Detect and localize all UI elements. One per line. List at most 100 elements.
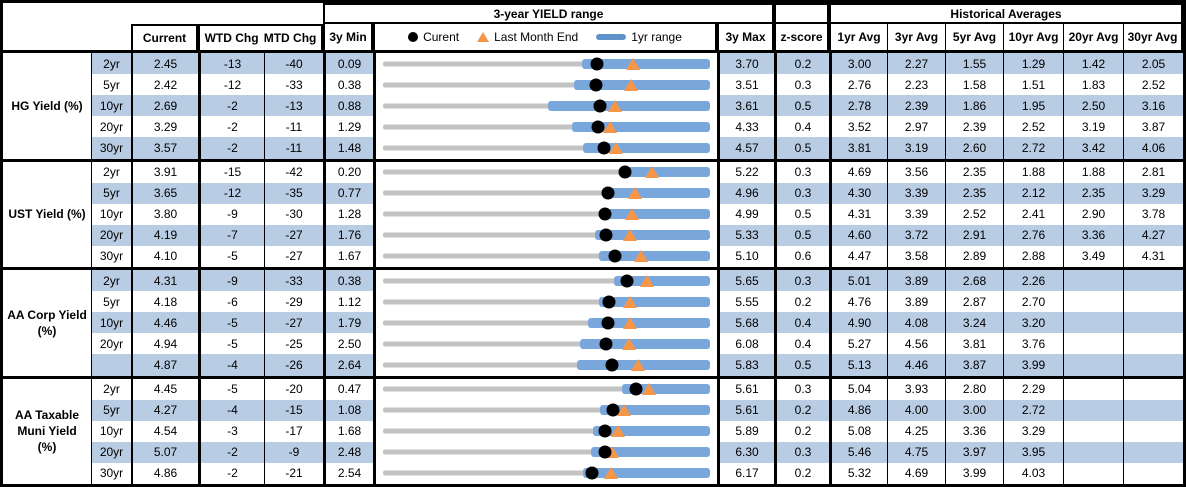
- col-header-3y-max: 3y Max: [717, 24, 774, 50]
- current-value: 3.57: [131, 137, 198, 159]
- 3y-range-line: [382, 124, 711, 130]
- avg-value-10yr: 3.20: [1003, 312, 1063, 334]
- 3y-min-value: 0.09: [323, 53, 373, 75]
- last-month-end-triangle: [623, 229, 638, 242]
- wtd-chg-value: -4: [198, 399, 264, 421]
- legend-last-month-end: Last Month End: [477, 30, 578, 44]
- data-blocks: HG Yield (%) 2yr 2.45 -13 -40 0.09 3.70 0.2 3.00…: [3, 53, 1183, 484]
- dashboard-header: 3-year YIELD range Historical Averages C…: [3, 3, 1183, 53]
- range-chart-cell: [373, 95, 717, 117]
- zscore-value: 0.3: [774, 378, 829, 400]
- 1yr-range-bar: [572, 121, 711, 132]
- range-chart-cell: [373, 291, 717, 313]
- current-value: 4.87: [131, 354, 198, 376]
- 3y-min-value: 1.08: [323, 399, 373, 421]
- mtd-chg-value: -11: [264, 137, 323, 159]
- avg-value-1yr: 5.08: [829, 420, 887, 442]
- avg-value-30yr: [1123, 420, 1183, 442]
- avg-value-1yr: 5.46: [829, 441, 887, 463]
- 3y-max-value: 4.96: [717, 182, 774, 204]
- avg-value-5yr: 3.24: [945, 312, 1003, 334]
- avg-value-10yr: 2.26: [1003, 270, 1063, 292]
- avg-value-1yr: 5.13: [829, 354, 887, 376]
- 3y-range-line: [382, 103, 711, 109]
- wtd-chg-value: -2: [198, 116, 264, 138]
- mtd-chg-value: -11: [264, 116, 323, 138]
- tenor-label: 5yr: [91, 399, 131, 421]
- zscore-value: 0.5: [774, 95, 829, 117]
- range-chart: [376, 224, 717, 246]
- 3y-range-line: [382, 470, 711, 476]
- tenor-label: 20yr: [91, 441, 131, 463]
- 3y-max-value: 3.70: [717, 53, 774, 75]
- avg-value-3yr: 3.19: [887, 137, 945, 159]
- 3y-min-value: 2.50: [323, 333, 373, 355]
- 3y-max-value: 5.22: [717, 161, 774, 183]
- 3y-min-value: 0.88: [323, 95, 373, 117]
- range-chart-cell: [373, 354, 717, 376]
- avg-value-5yr: 2.35: [945, 182, 1003, 204]
- current-value: 4.18: [131, 291, 198, 313]
- current-dot: [597, 141, 611, 155]
- range-chart: [376, 399, 717, 421]
- range-chart: [376, 203, 717, 225]
- wtd-chg-value: -13: [198, 53, 264, 75]
- historical-averages-title: Historical Averages: [829, 3, 1183, 24]
- last-month-end-triangle: [608, 99, 623, 112]
- tenor-label: 5yr: [91, 291, 131, 313]
- range-chart: [376, 161, 717, 183]
- avg-value-1yr: 5.32: [829, 462, 887, 484]
- zscore-value: 0.5: [774, 203, 829, 225]
- wtd-chg-value: -9: [198, 203, 264, 225]
- range-chart-cell: [373, 378, 717, 400]
- avg-value-10yr: 2.12: [1003, 182, 1063, 204]
- 3y-max-value: 5.65: [717, 270, 774, 292]
- 1yr-range-bar: [598, 251, 711, 262]
- range-chart-cell: [373, 203, 717, 225]
- 1yr-range-bar: [624, 167, 711, 178]
- 3y-range-line: [382, 82, 711, 88]
- range-chart: [376, 378, 717, 400]
- avg-value-30yr: 3.16: [1123, 95, 1183, 117]
- avg-value-30yr: 4.31: [1123, 245, 1183, 267]
- 1yr-range-bar: [548, 100, 711, 111]
- zscore-value: 0.3: [774, 182, 829, 204]
- current-value: 5.07: [131, 441, 198, 463]
- 1yr-range-bar: [599, 405, 711, 416]
- current-dot: [598, 445, 612, 459]
- range-chart-cell: [373, 245, 717, 267]
- mtd-chg-value: -15: [264, 399, 323, 421]
- group-label: HG Yield (%): [11, 98, 83, 113]
- 3y-min-value: 1.12: [323, 291, 373, 313]
- current-dot: [599, 337, 613, 351]
- last-month-end-triangle: [611, 425, 626, 438]
- avg-value-3yr: 4.25: [887, 420, 945, 442]
- col-header-3yr-avg: 3yr Avg: [887, 24, 945, 50]
- mtd-chg-value: -27: [264, 245, 323, 267]
- wtd-chg-value: -6: [198, 291, 264, 313]
- tenor-label: 5yr: [91, 74, 131, 96]
- 3y-range-line: [382, 61, 711, 67]
- group-label: UST Yield (%): [8, 207, 86, 222]
- avg-value-20yr: 1.83: [1063, 74, 1123, 96]
- avg-value-20yr: [1063, 462, 1123, 484]
- col-header-1yr-avg: 1yr Avg: [829, 24, 887, 50]
- 3y-max-value: 3.51: [717, 74, 774, 96]
- current-dot: [598, 424, 612, 438]
- avg-value-1yr: 4.31: [829, 203, 887, 225]
- tenor-label: 2yr: [91, 270, 131, 292]
- 3y-max-value: 3.61: [717, 95, 774, 117]
- 3y-min-value: 1.76: [323, 224, 373, 246]
- zscore-value: 0.2: [774, 53, 829, 75]
- range-chart-cell: [373, 399, 717, 421]
- avg-value-1yr: 3.81: [829, 137, 887, 159]
- current-dot: [629, 382, 643, 396]
- mtd-chg-value: -20: [264, 378, 323, 400]
- 3y-range-line: [382, 320, 711, 326]
- current-value: 3.91: [131, 161, 198, 183]
- range-chart: [376, 420, 717, 442]
- col-header-5yr-avg: 5yr Avg: [945, 24, 1003, 50]
- avg-value-5yr: 3.00: [945, 399, 1003, 421]
- mtd-chg-value: -17: [264, 420, 323, 442]
- avg-value-5yr: 2.68: [945, 270, 1003, 292]
